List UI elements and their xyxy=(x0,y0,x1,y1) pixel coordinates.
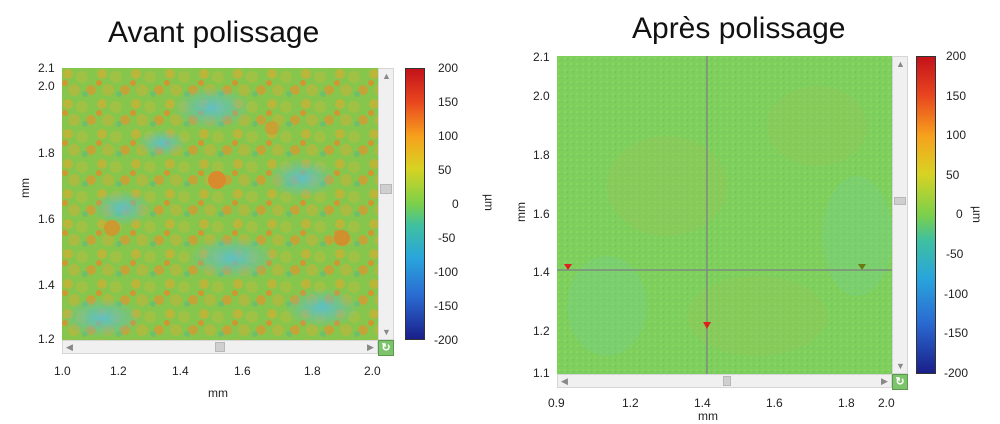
left-vscroll-thumb[interactable] xyxy=(380,184,392,194)
arrow-left-icon[interactable]: ◀ xyxy=(66,342,73,352)
left-cbar-tick: -100 xyxy=(434,265,459,279)
right-cbar-tick: -50 xyxy=(946,247,964,261)
arrow-down-icon[interactable]: ▼ xyxy=(896,361,905,371)
right-x-tick: 0.9 xyxy=(548,396,565,410)
right-vertical-scrollbar[interactable]: ▲ ▼ xyxy=(892,56,908,374)
right-surface-map[interactable] xyxy=(557,56,892,374)
left-cbar-tick: -200 xyxy=(434,333,459,347)
left-y-tick: 1.2 xyxy=(38,332,55,346)
left-x-tick: 1.0 xyxy=(54,364,71,378)
left-cbar-tick: 100 xyxy=(438,129,459,143)
right-panel-title: Après polissage xyxy=(632,12,846,45)
left-x-tick: 2.0 xyxy=(364,364,381,378)
right-cbar-tick: -150 xyxy=(944,326,969,340)
right-x-tick: 1.8 xyxy=(838,396,855,410)
right-y-tick: 1.2 xyxy=(533,324,550,338)
left-x-axis-label: mm xyxy=(208,386,228,400)
left-colorbar-unit: µm xyxy=(482,194,496,211)
right-cbar-tick: 200 xyxy=(946,49,967,63)
right-x-axis-label: mm xyxy=(698,409,718,423)
right-y-tick: 1.4 xyxy=(533,265,550,279)
right-x-tick: 2.0 xyxy=(878,396,895,410)
right-vscroll-thumb[interactable] xyxy=(894,197,906,205)
right-cbar-tick: -100 xyxy=(944,287,969,301)
right-x-tick: 1.4 xyxy=(694,396,711,410)
left-panel-title: Avant polissage xyxy=(108,16,320,49)
left-y-axis-label: mm xyxy=(18,178,32,198)
triangle-marker-icon[interactable] xyxy=(703,322,711,329)
left-cbar-tick: 150 xyxy=(438,95,459,109)
right-y-axis-label: mm xyxy=(514,202,528,222)
triangle-marker-icon[interactable] xyxy=(858,264,866,270)
arrow-up-icon[interactable]: ▲ xyxy=(896,59,905,69)
left-surface-texture xyxy=(62,68,378,340)
left-y-tick: 1.6 xyxy=(38,212,55,226)
arrow-right-icon[interactable]: ▶ xyxy=(881,376,888,386)
arrow-right-icon[interactable]: ▶ xyxy=(367,342,374,352)
right-y-tick: 2.1 xyxy=(533,50,550,64)
right-cbar-tick: 0 xyxy=(956,207,963,221)
right-horizontal-scrollbar[interactable]: ◀ ▶ xyxy=(557,374,892,388)
right-y-tick: 1.6 xyxy=(533,207,550,221)
left-cbar-tick: -50 xyxy=(438,231,456,245)
right-surface-texture xyxy=(557,56,892,374)
right-y-tick: 2.0 xyxy=(533,89,550,103)
right-y-tick: 1.1 xyxy=(533,366,550,380)
left-x-tick: 1.4 xyxy=(172,364,189,378)
left-y-tick: 2.0 xyxy=(38,79,55,93)
right-x-tick: 1.2 xyxy=(622,396,639,410)
left-x-tick: 1.2 xyxy=(110,364,127,378)
right-cbar-tick: -200 xyxy=(944,366,969,380)
triangle-marker-icon[interactable] xyxy=(564,264,572,270)
left-x-tick: 1.6 xyxy=(234,364,251,378)
right-cbar-tick: 150 xyxy=(946,89,967,103)
right-x-tick: 1.6 xyxy=(766,396,783,410)
left-y-tick: 1.8 xyxy=(38,146,55,160)
left-x-tick: 1.8 xyxy=(304,364,321,378)
right-y-tick: 1.8 xyxy=(533,148,550,162)
left-colorbar xyxy=(405,68,425,340)
arrow-left-icon[interactable]: ◀ xyxy=(561,376,568,386)
left-cbar-tick: 0 xyxy=(452,197,459,211)
right-colorbar xyxy=(916,56,936,374)
left-y-tick: 1.4 xyxy=(38,278,55,292)
left-cbar-tick: 200 xyxy=(438,61,459,75)
right-cbar-tick: 50 xyxy=(946,168,960,182)
left-y-tick: 2.1 xyxy=(38,61,55,75)
left-vertical-scrollbar[interactable]: ▲ ▼ xyxy=(378,68,394,340)
left-cbar-tick: -150 xyxy=(434,299,459,313)
left-cbar-tick: 50 xyxy=(438,163,452,177)
arrow-up-icon[interactable]: ▲ xyxy=(382,71,391,81)
left-horizontal-scrollbar[interactable]: ◀ ▶ xyxy=(62,340,378,354)
right-colorbar-unit: µm xyxy=(970,206,984,223)
left-surface-map[interactable] xyxy=(62,68,378,340)
arrow-down-icon[interactable]: ▼ xyxy=(382,327,391,337)
right-hscroll-thumb[interactable] xyxy=(723,376,731,386)
right-cbar-tick: 100 xyxy=(946,128,967,142)
refresh-icon[interactable]: ↻ xyxy=(892,374,908,390)
refresh-icon[interactable]: ↻ xyxy=(378,340,394,356)
left-hscroll-thumb[interactable] xyxy=(215,342,225,352)
